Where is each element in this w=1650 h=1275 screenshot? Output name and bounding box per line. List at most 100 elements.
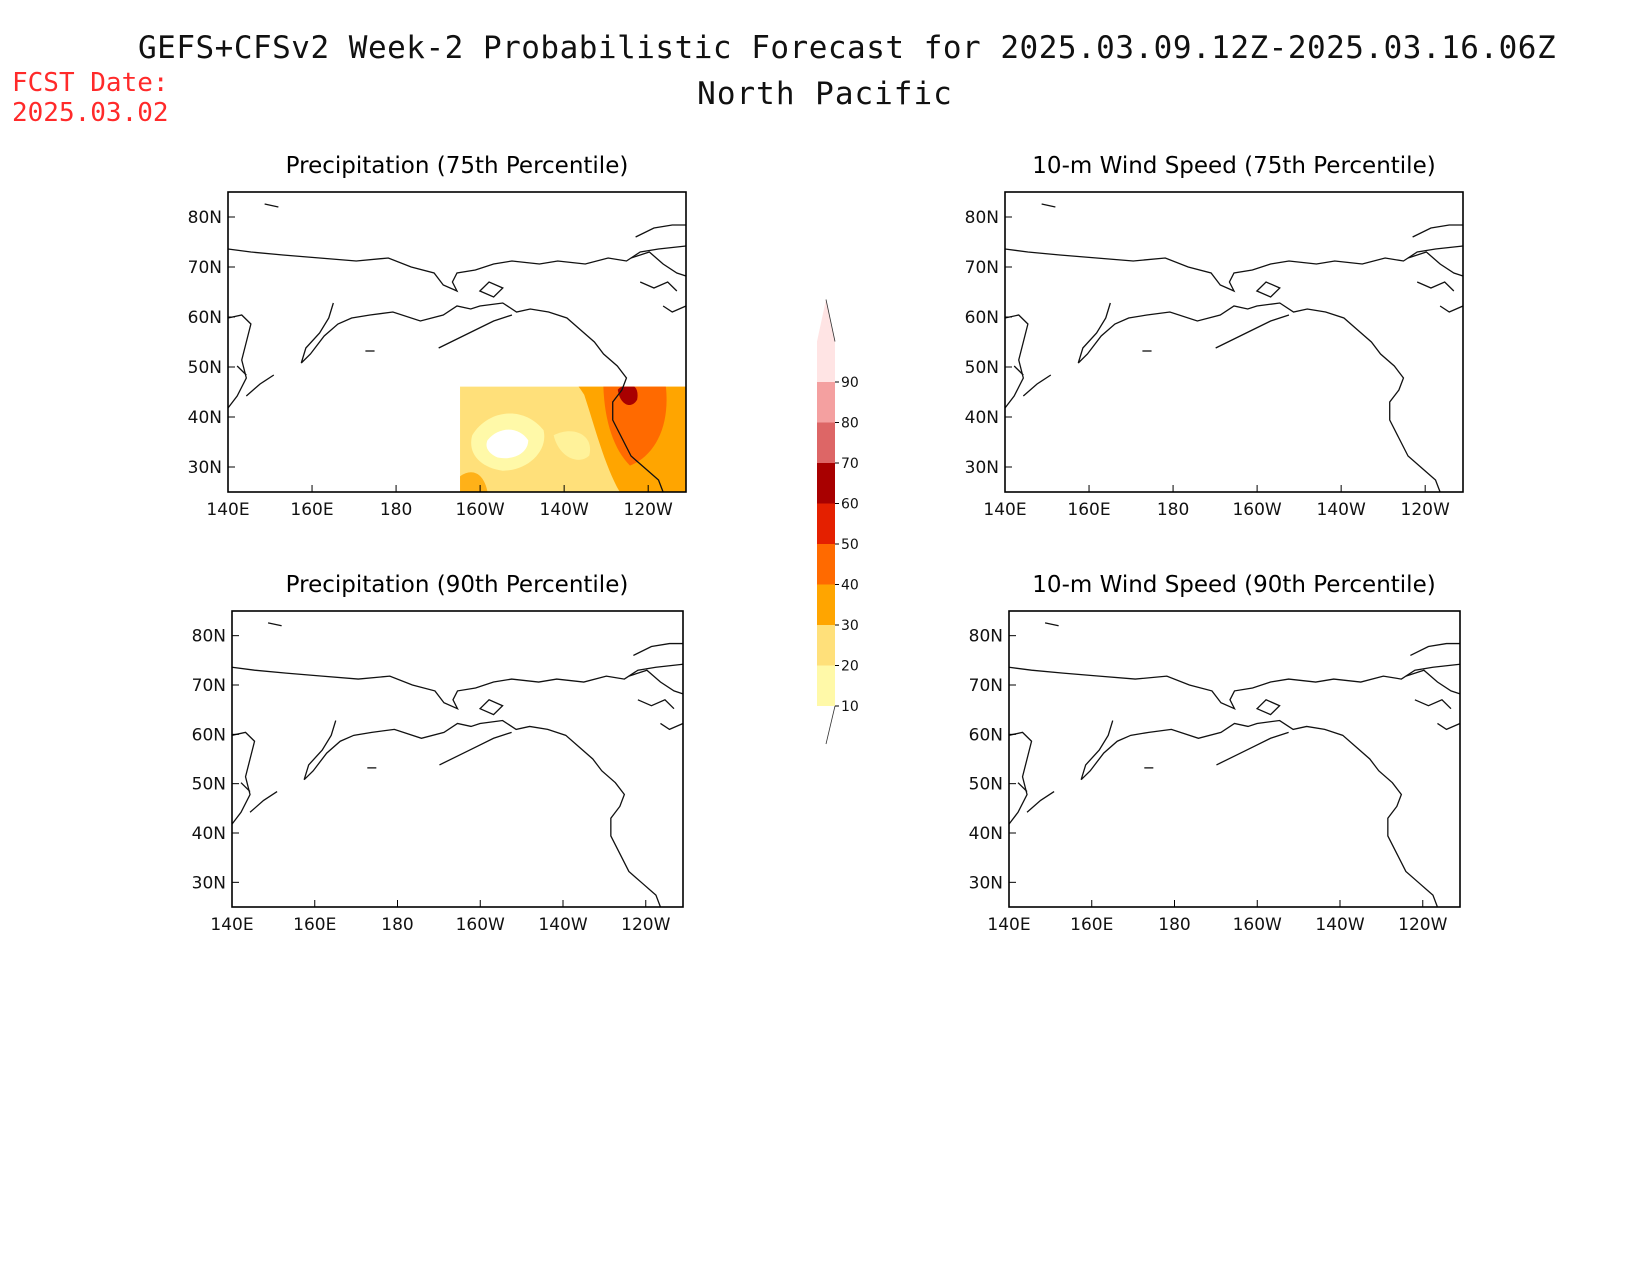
region-title: North Pacific xyxy=(697,76,953,112)
panel-title: Precipitation (75th Percentile) xyxy=(286,153,629,179)
colorbar-swatch xyxy=(817,544,835,585)
lon-tick-label: 140E xyxy=(987,915,1030,935)
coastline xyxy=(1005,204,1463,492)
colorbar-label: 90 xyxy=(841,375,859,391)
colorbar-swatch xyxy=(817,382,835,423)
lon-tick-label: 180 xyxy=(380,500,412,520)
colorbar-swatch xyxy=(817,625,835,666)
lat-tick-label: 70N xyxy=(188,258,222,278)
lat-tick-label: 30N xyxy=(188,458,222,478)
panel-title: Precipitation (90th Percentile) xyxy=(286,572,629,598)
map-frame-2: 80N 70N 60N 50N 40N 30N 140E 160E 180 160W 140W 120… xyxy=(965,192,1463,520)
panel-precip90: Precipitation (90th Percentile) xyxy=(232,572,683,907)
fcst-date-label: FCST Date: xyxy=(12,68,169,98)
wind90-field xyxy=(1009,611,1460,907)
coastline xyxy=(1009,623,1460,907)
colorbar: 10 20 30 40 50 60 70 80 90 xyxy=(817,299,859,745)
colorbar-cap-top xyxy=(817,299,835,342)
lat-tick-label: 70N xyxy=(192,676,226,696)
fcst-date-value: 2025.03.02 xyxy=(12,98,169,128)
lon-tick-label: 180 xyxy=(1158,915,1190,935)
colorbar-swatch xyxy=(817,422,835,463)
precip75-field xyxy=(460,386,686,492)
frame xyxy=(1004,191,1464,493)
lon-tick-label: 160E xyxy=(290,500,333,520)
colorbar-label: 10 xyxy=(841,699,859,715)
map-frames: 80N 70N 60N 50N 40N 30N 140E 160E 180 160W 140W 120… xyxy=(188,192,1463,935)
lat-tick-label: 50N xyxy=(192,775,226,795)
main-title: GEFS+CFSv2 Week-2 Probabilistic Forecast… xyxy=(138,30,1557,66)
lat-tick-label: 30N xyxy=(965,458,999,478)
colorbar-label: 70 xyxy=(841,456,859,472)
lat-tick-label: 70N xyxy=(969,676,1003,696)
frame xyxy=(231,610,684,908)
lon-tick-label: 140W xyxy=(538,915,587,935)
lon-tick-label: 140E xyxy=(210,915,253,935)
lon-tick-label: 160E xyxy=(1067,500,1110,520)
lon-tick-label: 160W xyxy=(1233,915,1282,935)
lat-tick-label: 50N xyxy=(188,358,222,378)
lat-tick-label: 30N xyxy=(192,873,226,893)
lon-tick-label: 160W xyxy=(455,500,504,520)
lat-tick-label: 80N xyxy=(969,627,1003,647)
lon-tick-label: 160E xyxy=(293,915,336,935)
lat-tick-label: 50N xyxy=(969,775,1003,795)
lon-tick-label: 140W xyxy=(1315,915,1364,935)
lon-tick-label: 160W xyxy=(1232,500,1281,520)
colorbar-label: 40 xyxy=(841,578,859,594)
wind75-field xyxy=(1005,192,1463,492)
lon-tick-label: 140E xyxy=(206,500,249,520)
lon-tick-label: 140E xyxy=(983,500,1026,520)
map-frame-1: 80N 70N 60N 50N 40N 30N 140E 160E 180 160W 140W 120… xyxy=(188,192,686,520)
map-frame-4: 80N 70N 60N 50N 40N 30N 140E 160E 180 160W 140W 120… xyxy=(969,611,1460,935)
lat-tick-label: 30N xyxy=(969,873,1003,893)
lat-tick-label: 70N xyxy=(965,258,999,278)
map-frame-3: 80N 70N 60N 50N 40N 30N 140E 160E 180 160W 140W 120… xyxy=(192,611,683,935)
colorbar-swatch xyxy=(817,463,835,504)
panel-wind90: 10-m Wind Speed (90th Percentile) xyxy=(1009,572,1460,907)
frame xyxy=(227,191,687,493)
colorbar-cap-bottom xyxy=(817,706,835,744)
lat-tick-label: 80N xyxy=(965,208,999,228)
lon-tick-label: 120W xyxy=(1398,915,1447,935)
lon-tick-label: 140W xyxy=(1317,500,1366,520)
panel-wind75: 10-m Wind Speed (75th Percentile) xyxy=(1005,153,1463,492)
lon-tick-label: 160W xyxy=(456,915,505,935)
panel-precip75: Precipitation (75th Percentile) xyxy=(286,153,686,492)
coastline xyxy=(232,623,683,907)
lat-tick-label: 60N xyxy=(969,725,1003,745)
colorbar-swatch xyxy=(817,341,835,382)
lon-tick-label: 160E xyxy=(1070,915,1113,935)
panel-title: 10-m Wind Speed (90th Percentile) xyxy=(1032,572,1435,598)
panel-title: 10-m Wind Speed (75th Percentile) xyxy=(1032,153,1435,179)
lat-tick-label: 60N xyxy=(965,308,999,328)
lat-tick-label: 50N xyxy=(965,358,999,378)
lat-tick-label: 40N xyxy=(969,824,1003,844)
lon-tick-label: 140W xyxy=(540,500,589,520)
colorbar-label: 80 xyxy=(841,416,859,432)
colorbar-label: 60 xyxy=(841,497,859,513)
lon-tick-label: 120W xyxy=(624,500,673,520)
colorbar-label: 20 xyxy=(841,659,859,675)
colorbar-label: 50 xyxy=(841,537,859,553)
frame xyxy=(1008,610,1461,908)
lat-tick-label: 80N xyxy=(192,627,226,647)
lon-tick-label: 120W xyxy=(621,915,670,935)
lat-tick-label: 40N xyxy=(188,408,222,428)
lat-tick-label: 80N xyxy=(188,208,222,228)
colorbar-label: 30 xyxy=(841,618,859,634)
coastline xyxy=(228,204,686,492)
lat-tick-label: 40N xyxy=(192,824,226,844)
lat-tick-label: 40N xyxy=(965,408,999,428)
lat-tick-label: 60N xyxy=(192,725,226,745)
lon-tick-label: 180 xyxy=(381,915,413,935)
precip90-field xyxy=(232,611,683,907)
fcst-date-block: FCST Date: 2025.03.02 xyxy=(12,68,169,128)
colorbar-swatch xyxy=(817,584,835,625)
colorbar-swatch xyxy=(817,503,835,544)
lon-tick-label: 180 xyxy=(1157,500,1189,520)
lon-tick-label: 120W xyxy=(1401,500,1450,520)
colorbar-swatch xyxy=(817,665,835,706)
